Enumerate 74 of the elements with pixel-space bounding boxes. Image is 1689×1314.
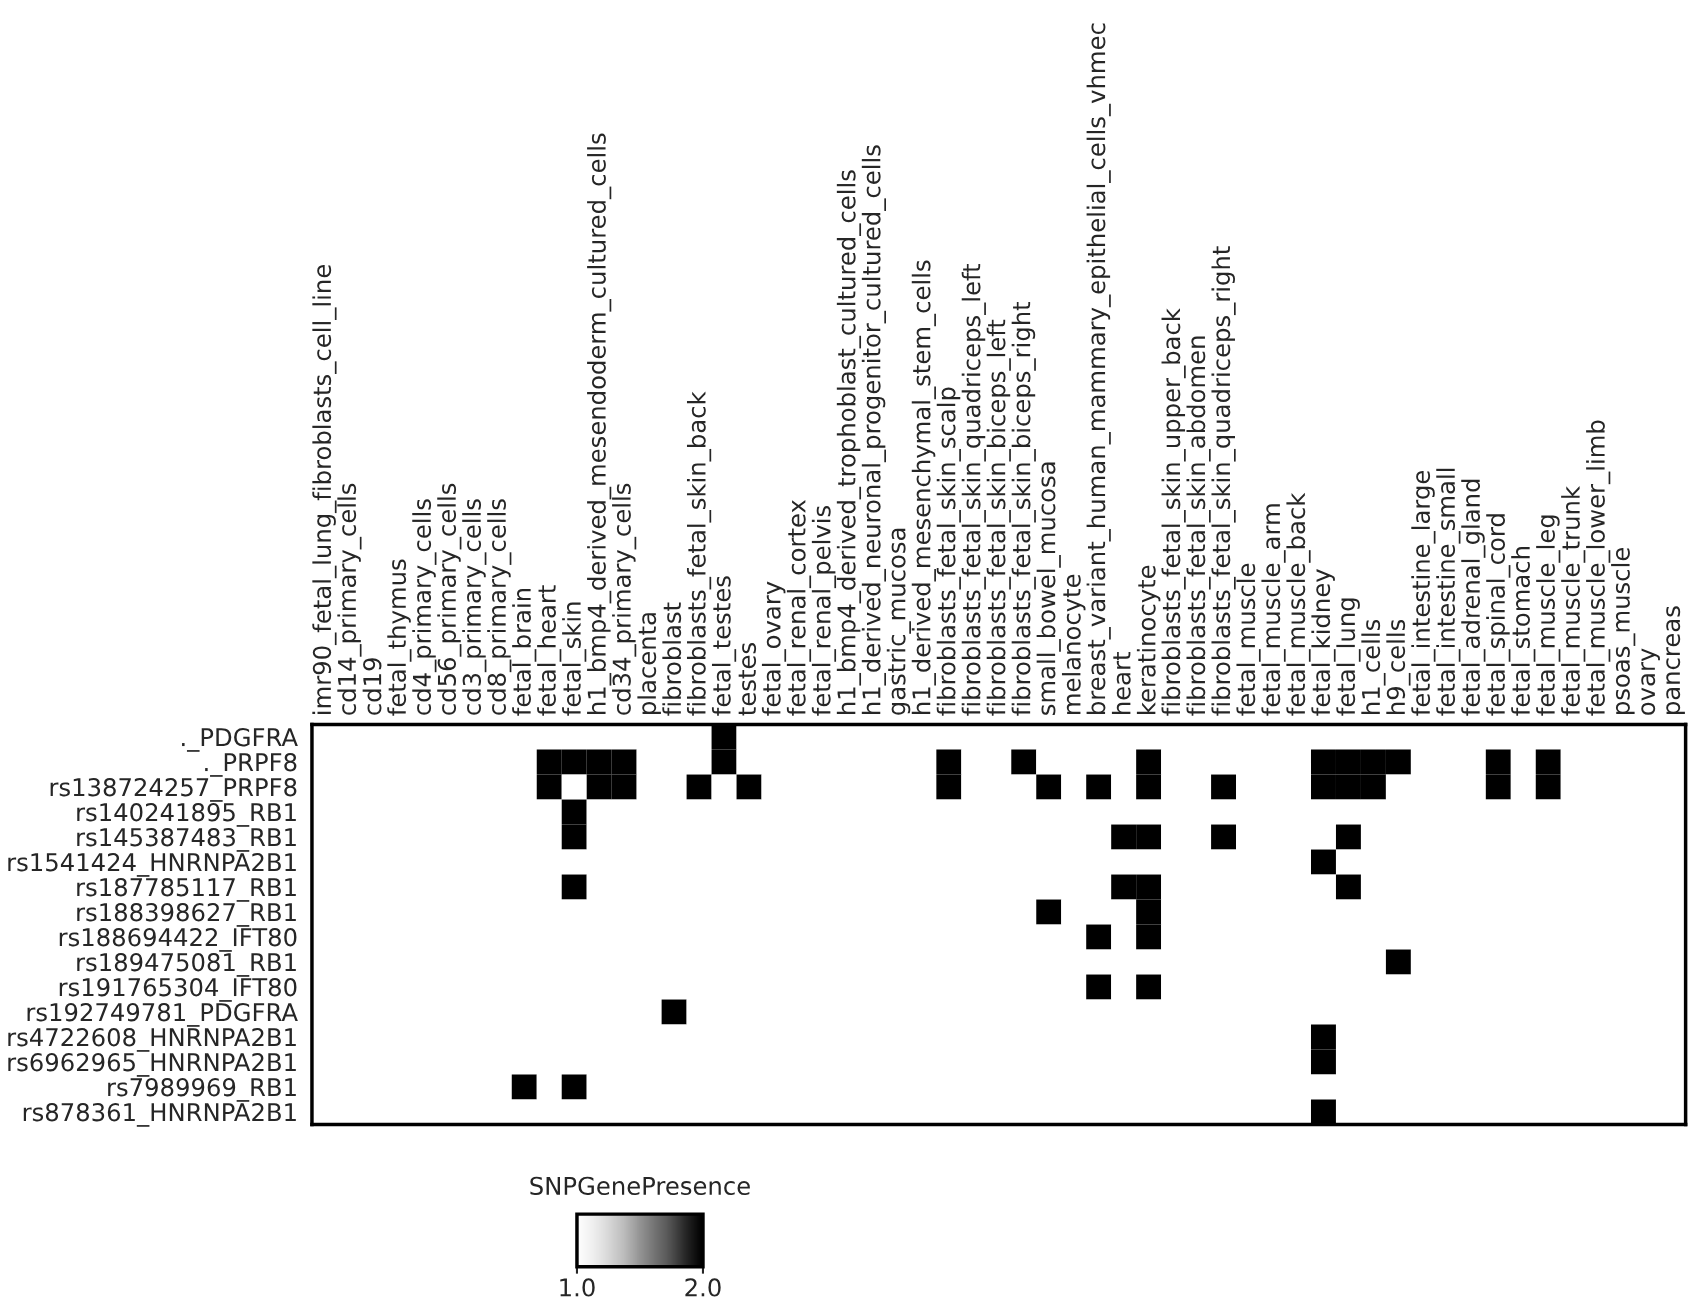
y-tick-label: rs188694422_IFT80	[59, 928, 297, 952]
x-tick-label: cd34_primary_cells	[612, 483, 637, 715]
color-bar-title: SNPGenePresence	[530, 1176, 750, 1196]
x-tick-label: fetal_kidney	[1311, 569, 1336, 716]
x-tick-label: fibroblasts_fetal_skin_biceps_right	[1011, 301, 1036, 716]
x-tick-label: fibroblasts_fetal_skin_abdomen	[1186, 336, 1211, 716]
x-tick-label: h1_bmp4_derived_mesendoderm_cultured_cells	[587, 133, 612, 714]
y-tick-label: rs145387483_RB1	[77, 828, 296, 852]
y-tick-label: rs1541424_HNRNPA2B1	[8, 853, 296, 877]
x-tick-label: cd56_primary_cells	[437, 483, 462, 715]
x-tick-label: fetal_adrenal_gland	[1461, 479, 1486, 716]
x-tick-label: fetal_skin	[562, 602, 587, 716]
x-tick-label: fibroblasts_fetal_skin_back	[686, 391, 712, 716]
x-tick-label: melanocyte	[1061, 574, 1086, 714]
x-tick-label: fetal_muscle_leg	[1536, 515, 1561, 716]
y-tick-label: rs140241895_RB1	[77, 803, 296, 827]
x-tick-label: fetal_muscle_arm	[1261, 504, 1286, 716]
x-tick-label: cd19	[362, 658, 382, 715]
x-tick-label: fetal_renal_pelvis	[811, 506, 837, 716]
x-tick-label: fetal_muscle_back	[1286, 492, 1311, 716]
y-tick-label: ._PDGFRA	[182, 728, 298, 752]
x-tick-label: heart	[1111, 652, 1131, 714]
x-tick-label: fibroblasts_fetal_skin_upper_back	[1161, 308, 1186, 716]
x-tick-label: cd14_primary_cells	[337, 483, 362, 715]
x-tick-label: fetal_intestine_small	[1436, 468, 1461, 716]
x-tick-label: fibroblasts_fetal_skin_biceps_left	[986, 319, 1011, 716]
x-tick-label: ovary	[1641, 648, 1660, 715]
color-bar-label: 2.0	[685, 1278, 721, 1297]
y-tick-label: rs191765304_IFT80	[59, 978, 297, 1002]
y-tick-label: rs188398627_RB1	[77, 903, 296, 927]
x-tick-label: psoas_muscle	[1611, 548, 1636, 714]
x-tick-label: fetal_spinal_cord	[1486, 514, 1511, 716]
y-tick-label: ._PRPF8	[205, 753, 297, 777]
x-tick-label: h1_cells	[1361, 619, 1386, 714]
x-tick-label: fetal_brain	[512, 588, 537, 716]
x-tick-label: small_bowel_mucosa	[1036, 462, 1061, 715]
x-tick-label: h9_cells	[1386, 619, 1411, 714]
color-bar-label: 1.0	[560, 1278, 595, 1297]
y-tick-label: rs138724257_PRPF8	[50, 778, 297, 802]
x-tick-label: fetal_intestine_large	[1411, 470, 1436, 716]
x-tick-label: fibroblast	[662, 602, 682, 716]
x-tick-label: cd3_primary_cells	[462, 499, 487, 715]
x-tick-label: fetal_muscle	[1236, 563, 1261, 716]
x-tick-label: fetal_thymus	[387, 559, 412, 716]
x-tick-label: placenta	[637, 613, 661, 714]
x-tick-label: breast_variant_human_mammary_epithelial_cells_vhmec	[1086, 23, 1111, 714]
x-tick-label: h1_derived_neuronal_progenitor_cultured_cells	[861, 145, 887, 714]
x-tick-label: fetal_ovary	[761, 581, 787, 716]
y-tick-label: rs189475081_RB1	[77, 953, 296, 977]
x-tick-label: h1_bmp4_derived_trophoblast_cultured_cells	[836, 170, 862, 714]
x-tick-label: fetal_muscle_trunk	[1561, 486, 1586, 716]
x-tick-label: fetal_testes	[711, 576, 737, 716]
y-tick-label: rs7989969_RB1	[108, 1078, 296, 1102]
x-tick-label: fetal_heart	[537, 585, 562, 716]
y-tick-label: rs192749781_PDGFRA	[27, 1003, 298, 1027]
x-tick-label: pancreas	[1666, 606, 1685, 714]
x-tick-label: gastric_mucosa	[886, 528, 911, 715]
x-tick-label: fibroblasts_fetal_skin_quadriceps_right	[1211, 246, 1236, 716]
y-tick-label: rs187785117_RB1	[77, 878, 296, 902]
x-tick-label: fetal_muscle_lower_limb	[1586, 420, 1611, 716]
x-tick-label: fetal_stomach	[1511, 547, 1536, 716]
x-tick-label: keratinocyte	[1136, 565, 1161, 714]
x-tick-label: fetal_lung	[1336, 598, 1361, 716]
x-tick-label: cd8_primary_cells	[487, 499, 512, 715]
x-tick-label: cd4_primary_cells	[412, 499, 437, 715]
x-tick-label: fetal_renal_cortex	[786, 499, 812, 716]
x-tick-label: imr90_fetal_lung_fibroblasts_cell_line	[312, 265, 337, 714]
x-tick-label: fibroblasts_fetal_skin_quadriceps_left	[961, 263, 986, 716]
x-tick-label: testes	[738, 643, 757, 716]
x-tick-label: fibroblasts_fetal_skin_scalp	[936, 387, 961, 716]
y-tick-label: rs6962965_HNRNPA2B1	[8, 1053, 296, 1077]
x-tick-label: h1_derived_mesenchymal_stem_cells	[911, 260, 936, 714]
y-tick-label: rs4722608_HNRNPA2B1	[8, 1028, 296, 1052]
y-tick-label: rs878361_HNRNPA2B1	[23, 1103, 296, 1127]
